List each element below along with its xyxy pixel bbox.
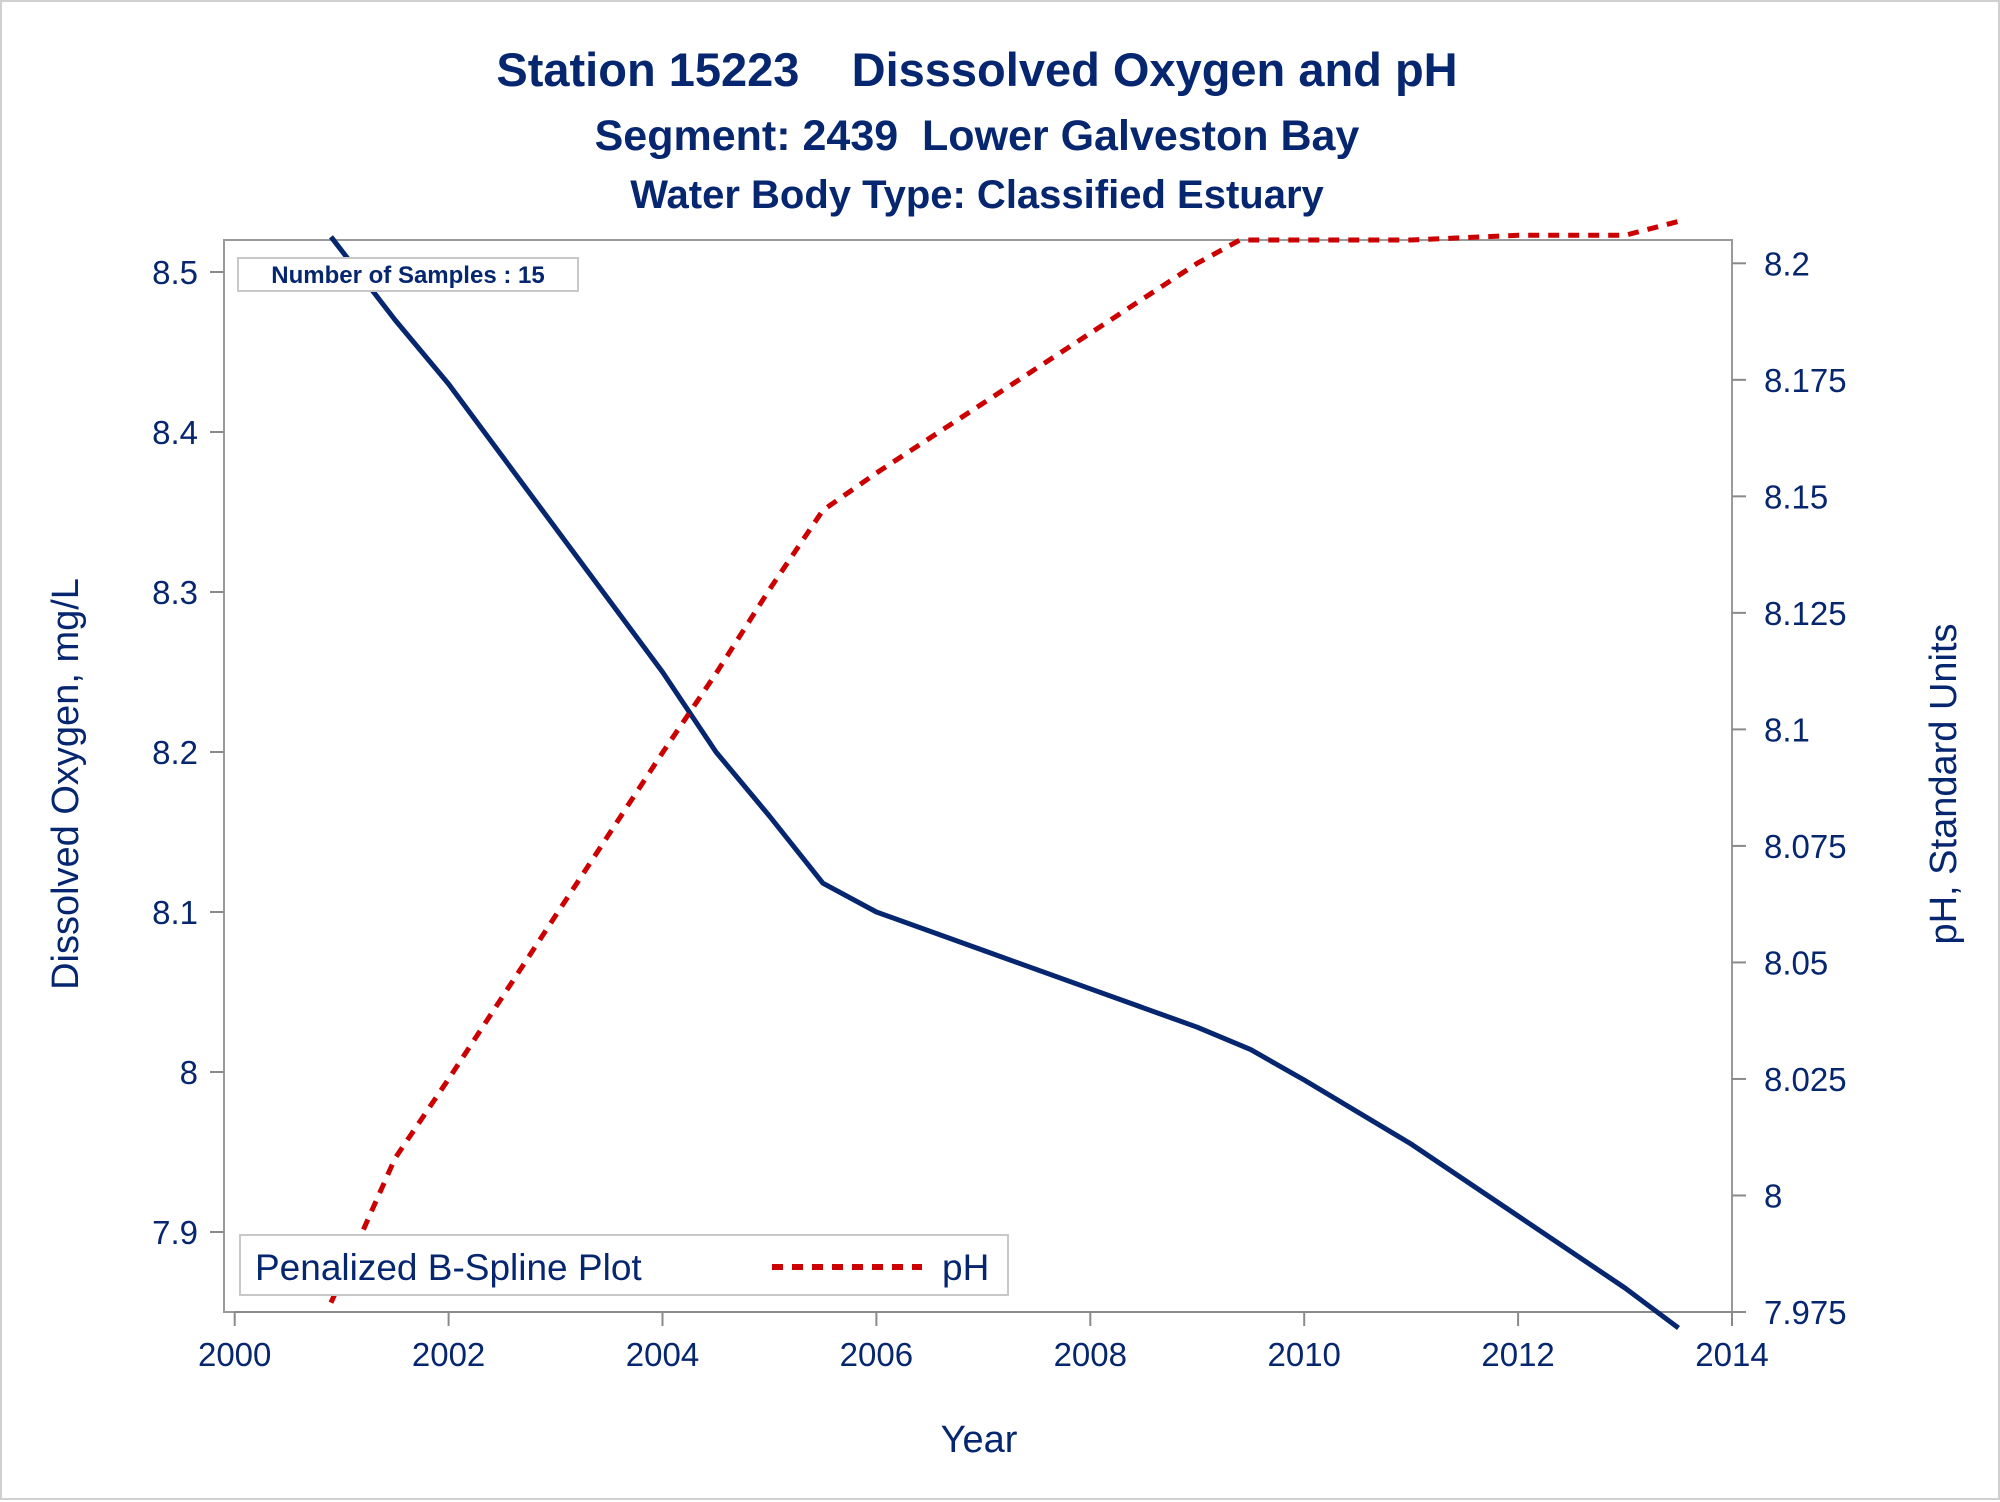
x-tick-label: 2004 (626, 1336, 699, 1373)
x-tick-label: 2002 (412, 1336, 485, 1373)
plot-area (223, 239, 1733, 1313)
y-tick-label: 8.1 (152, 894, 198, 931)
series-layer (328, 218, 1680, 1331)
y-axis-ticks: 7.9 8 8.1 8.2 8.3 8.4 8.5 (152, 254, 224, 1251)
y2-tick-label: 7.975 (1764, 1294, 1847, 1331)
x-tick-label: 2008 (1054, 1336, 1127, 1373)
y2-tick-label: 8 (1764, 1177, 1782, 1214)
y2-tick-label: 8.2 (1764, 245, 1810, 282)
x-tick-label: 2000 (198, 1336, 271, 1373)
x-tick-label: 2010 (1267, 1336, 1340, 1373)
x-tick-label: 2012 (1481, 1336, 1554, 1373)
chart-title: Station 15223 Disssolved Oxygen and pH (496, 43, 1457, 96)
x-tick-label: 2014 (1695, 1336, 1768, 1373)
chart-subtitle: Segment: 2439 Lower Galveston Bay (595, 112, 1360, 160)
y-tick-label: 8.3 (152, 574, 198, 611)
y2-axis-ticks: 7.975 8 8.025 8.05 8.075 8.1 8.125 8.15 8.175 8.2 (1732, 245, 1847, 1331)
y-axis-label: Dissolved Oxygen, mg/L (45, 578, 87, 990)
y2-tick-label: 8.125 (1764, 595, 1847, 632)
sample-count-box (237, 257, 579, 292)
sample-count-label: Number of Samples : 15 (271, 262, 544, 289)
y-tick-label: 8.4 (152, 414, 198, 451)
y-tick-label: 8.2 (152, 734, 198, 771)
legend-label-ph: pH (942, 1247, 989, 1288)
series-line-ph (328, 218, 1680, 1304)
y2-tick-label: 8.1 (1764, 711, 1810, 748)
x-tick-label: 2006 (840, 1336, 913, 1373)
y2-tick-label: 8.075 (1764, 828, 1847, 865)
y2-tick-label: 8.05 (1764, 944, 1828, 981)
y-tick-label: 8.5 (152, 254, 198, 291)
legend-title: Penalized B-Spline Plot (255, 1247, 642, 1288)
chart-subtitle-2: Water Body Type: Classified Estuary (630, 173, 1324, 217)
x-axis-ticks: 2000 2002 2004 2006 2008 2010 2012 2014 (198, 1311, 1769, 1373)
y2-axis-label: pH, Standard Units (1923, 623, 1965, 944)
x-axis-label: Year (941, 1419, 1018, 1461)
y2-tick-label: 8.15 (1764, 478, 1828, 515)
y-tick-label: 8 (180, 1054, 198, 1091)
series-line-dissolved-oxygen (329, 235, 1680, 1331)
y2-tick-label: 8.025 (1764, 1061, 1847, 1098)
y-tick-label: 7.9 (152, 1214, 198, 1251)
y2-tick-label: 8.175 (1764, 362, 1847, 399)
